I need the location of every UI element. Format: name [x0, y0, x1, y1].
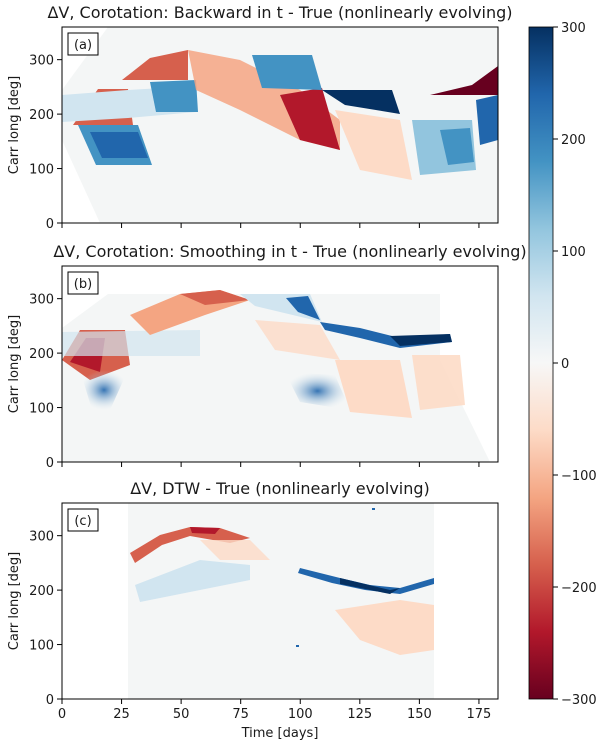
y-tick-label: 300	[29, 54, 54, 69]
y-tick-label: 100	[29, 163, 54, 178]
panel-a-frame	[61, 26, 499, 224]
panel-b-dark-blue-core	[390, 334, 452, 346]
panel-b-right-blank	[440, 274, 498, 462]
panel-a-red-core-middle	[280, 88, 340, 150]
panel-c-y-ticks: 0 100 200 300	[29, 530, 62, 708]
panel-b-title: ΔV, Corotation: Smoothing in t - True (n…	[53, 242, 526, 261]
panel-a-blue-block-upper-middle	[252, 55, 322, 90]
panel-c-faint-red-lower-right	[335, 600, 434, 655]
panel-b-faint-red-right	[335, 360, 412, 418]
panel-a-x-ticks	[61, 223, 480, 228]
panel-c-light-blue-band	[135, 560, 250, 602]
panel-c-x-ticks: 0 25 50 75 100 125 150 175	[58, 699, 491, 722]
y-tick-label: 0	[46, 217, 54, 232]
x-tick-label: 0	[58, 707, 66, 722]
panel-a-field	[62, 27, 498, 223]
panel-c-frame	[61, 502, 499, 700]
colorbar-tick-label: 0	[561, 357, 569, 372]
panel-a-dark-blue-block	[322, 90, 400, 114]
panel-c-field	[128, 503, 434, 699]
colorbar-tick-label: −200	[561, 581, 597, 596]
y-tick-label: 100	[29, 639, 54, 654]
y-tick-label: 100	[29, 402, 54, 417]
x-tick-label: 25	[113, 707, 130, 722]
x-tick-label: 125	[347, 707, 372, 722]
colorbar: 300 200 100 0 −100 −200 −300	[528, 21, 597, 708]
colorbar-tick-label: 300	[561, 21, 586, 36]
panel-a-blue-block-middle	[150, 80, 198, 112]
colorbar-tick-label: −300	[561, 693, 597, 708]
panel-c-dark-blue-core	[340, 578, 400, 594]
panel-a-ylabel: Carr long [deg]	[7, 76, 22, 174]
y-tick-label: 200	[29, 584, 54, 599]
y-tick-label: 0	[46, 456, 54, 471]
colorbar-tick-label: 200	[561, 133, 586, 148]
x-tick-label: 50	[173, 707, 190, 722]
x-axis-label: Time [days]	[241, 726, 319, 741]
x-tick-label: 75	[232, 707, 249, 722]
panel-b-x-ticks	[61, 462, 480, 467]
panel-b-frame	[61, 265, 499, 463]
panel-c-red-arc	[130, 527, 250, 563]
panel-a-left-lower-blank	[62, 140, 100, 223]
panel-a-red-block-upper	[122, 50, 188, 80]
panel-c-faint-red-left	[200, 540, 270, 560]
panel-a-blue-core-lower-right	[440, 128, 474, 165]
panel-b-tag-text: (b)	[74, 277, 92, 292]
panel-c-ylabel: Carr long [deg]	[7, 552, 22, 650]
panel-a-title: ΔV, Corotation: Backward in t - True (no…	[47, 3, 512, 22]
panel-a-blue-block-far-right	[476, 95, 498, 145]
x-tick-label: 150	[407, 707, 432, 722]
panel-b: ΔV, Corotation: Smoothing in t - True (n…	[7, 242, 527, 471]
colorbar-tick-label: −100	[561, 469, 597, 484]
panel-b-red-arc-core	[180, 290, 250, 305]
panel-a-tag-text: (a)	[74, 38, 92, 53]
panel-b-faint-red-middle	[255, 320, 340, 360]
panel-b-tag: (b)	[67, 271, 99, 295]
panel-b-field	[62, 274, 498, 462]
y-tick-label: 300	[29, 530, 54, 545]
y-tick-label: 200	[29, 347, 54, 362]
panel-b-faint-red-far-right	[412, 355, 465, 410]
panel-b-y-ticks: 0 100 200 300	[29, 293, 62, 471]
panel-a-light-red-lower	[335, 110, 412, 180]
panel-a-dark-red-block	[430, 66, 498, 95]
panel-b-blue-core-top	[286, 296, 320, 320]
panel-c: ΔV, DTW - True (nonlinearly evolving) (c…	[7, 479, 499, 741]
y-tick-label: 200	[29, 108, 54, 123]
y-tick-label: 0	[46, 693, 54, 708]
panel-c-speck-lower	[296, 645, 299, 647]
colorbar-tick-label: 100	[561, 245, 586, 260]
x-tick-label: 100	[288, 707, 313, 722]
panel-c-title: ΔV, DTW - True (nonlinearly evolving)	[130, 479, 430, 498]
panel-a-tag: (a)	[67, 32, 99, 56]
panel-c-speck-upper	[372, 508, 375, 510]
panel-b-ylabel: Carr long [deg]	[7, 315, 22, 413]
panel-c-red-arc-core	[190, 527, 220, 534]
colorbar-ticks: 300 200 100 0 −100 −200 −300	[553, 21, 597, 708]
panel-a-y-ticks: 0 100 200 300	[29, 54, 62, 232]
x-tick-label: 175	[467, 707, 492, 722]
panel-b-faint-blue-band	[62, 330, 200, 356]
panel-c-tag-text: (c)	[74, 514, 91, 529]
panel-a: ΔV, Corotation: Backward in t - True (no…	[7, 3, 513, 232]
y-tick-label: 300	[29, 293, 54, 308]
colorbar-gradient	[528, 26, 554, 700]
panel-b-blue-fade-middle	[285, 372, 350, 410]
panel-b-blue-fade-left	[80, 370, 128, 410]
panel-c-tag: (c)	[67, 508, 99, 532]
panel-a-blue-core-lower-left	[90, 132, 148, 158]
